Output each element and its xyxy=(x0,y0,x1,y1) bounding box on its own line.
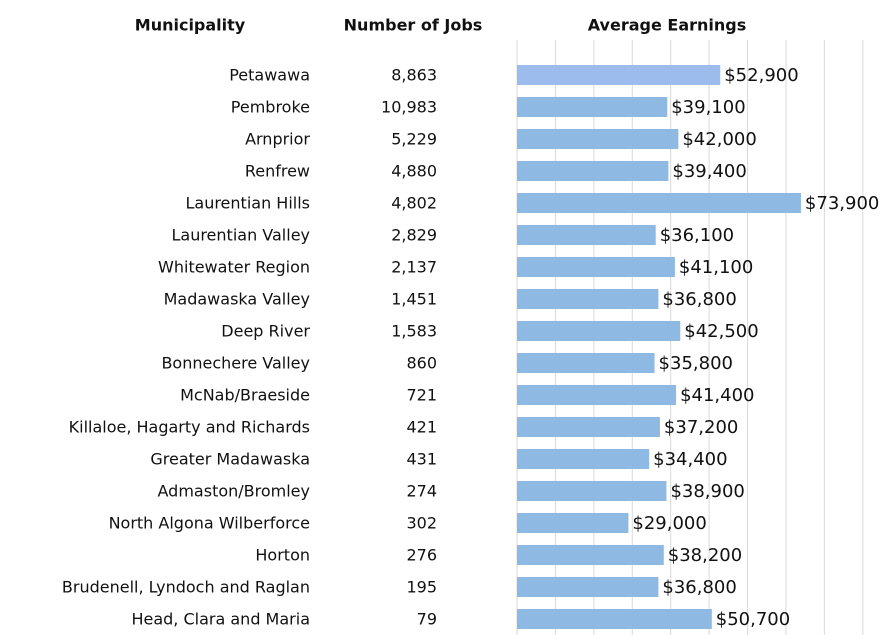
value-label: $38,200 xyxy=(668,545,742,566)
municipality: Laurentian Valley xyxy=(171,226,310,245)
header: Municipality xyxy=(135,16,246,35)
header: Average Earnings xyxy=(588,16,747,35)
bar xyxy=(517,161,669,181)
jobs: 431 xyxy=(406,450,437,469)
bar xyxy=(517,257,675,277)
jobs: 10,983 xyxy=(381,98,437,117)
municipality: Petawawa xyxy=(229,66,310,85)
bar xyxy=(517,289,659,309)
bar xyxy=(517,545,664,565)
jobs: 5,229 xyxy=(391,130,437,149)
value-label: $34,400 xyxy=(653,449,727,470)
value-label: $50,700 xyxy=(716,609,790,630)
bar xyxy=(517,65,721,85)
jobs: 1,583 xyxy=(391,322,437,341)
jobs: 274 xyxy=(406,482,437,501)
value-label: $36,800 xyxy=(662,289,736,310)
bar xyxy=(517,321,681,341)
jobs: 2,137 xyxy=(391,258,437,277)
value-label: $42,000 xyxy=(682,129,756,150)
jobs: 1,451 xyxy=(391,290,437,309)
value-label: $41,400 xyxy=(680,385,754,406)
value-label: $42,500 xyxy=(684,321,758,342)
municipality: Head, Clara and Maria xyxy=(131,610,310,629)
municipality: Deep River xyxy=(221,322,310,341)
bar xyxy=(517,609,712,629)
municipality: Killaloe, Hagarty and Richards xyxy=(69,418,310,437)
municipality: Renfrew xyxy=(245,162,310,181)
municipality: Arnprior xyxy=(245,130,310,149)
jobs: 4,802 xyxy=(391,194,437,213)
municipality: Admaston/Bromley xyxy=(158,482,310,501)
municipality: Brudenell, Lyndoch and Raglan xyxy=(62,578,310,597)
jobs: 8,863 xyxy=(391,66,437,85)
jobs: 421 xyxy=(406,418,437,437)
value-label: $39,400 xyxy=(672,161,746,182)
jobs: 4,880 xyxy=(391,162,437,181)
municipality: Madawaska Valley xyxy=(164,290,310,309)
jobs: 302 xyxy=(406,514,437,533)
bar xyxy=(517,97,668,117)
municipality: Whitewater Region xyxy=(158,258,310,277)
municipality: Horton xyxy=(255,546,310,565)
value-label: $36,800 xyxy=(662,577,736,598)
bar xyxy=(517,353,655,373)
value-label: $73,900 xyxy=(805,193,879,214)
bar xyxy=(517,225,656,245)
jobs: 2,829 xyxy=(391,226,437,245)
bar xyxy=(517,417,660,437)
bar xyxy=(517,513,629,533)
municipality: North Algona Wilberforce xyxy=(109,514,310,533)
jobs: 195 xyxy=(406,578,437,597)
value-label: $37,200 xyxy=(664,417,738,438)
bar xyxy=(517,577,659,597)
jobs: 721 xyxy=(406,386,437,405)
value-label: $41,100 xyxy=(679,257,753,278)
value-label: $39,100 xyxy=(671,97,745,118)
value-label: $29,000 xyxy=(632,513,706,534)
jobs: 79 xyxy=(417,610,437,629)
bar xyxy=(517,193,801,213)
jobs: 860 xyxy=(406,354,437,373)
bar xyxy=(517,129,679,149)
municipality: Pembroke xyxy=(231,98,310,117)
value-label: $36,100 xyxy=(660,225,734,246)
municipality: Bonnechere Valley xyxy=(161,354,310,373)
bar xyxy=(517,449,650,469)
municipality: McNab/Braeside xyxy=(180,386,310,405)
bar xyxy=(517,481,667,501)
value-label: $35,800 xyxy=(659,353,733,374)
value-label: $38,900 xyxy=(670,481,744,502)
value-label: $52,900 xyxy=(724,65,798,86)
municipality: Greater Madawaska xyxy=(150,450,310,469)
header: Number of Jobs xyxy=(344,16,483,35)
municipality: Laurentian Hills xyxy=(185,194,310,213)
bar xyxy=(517,385,677,405)
jobs: 276 xyxy=(406,546,437,565)
